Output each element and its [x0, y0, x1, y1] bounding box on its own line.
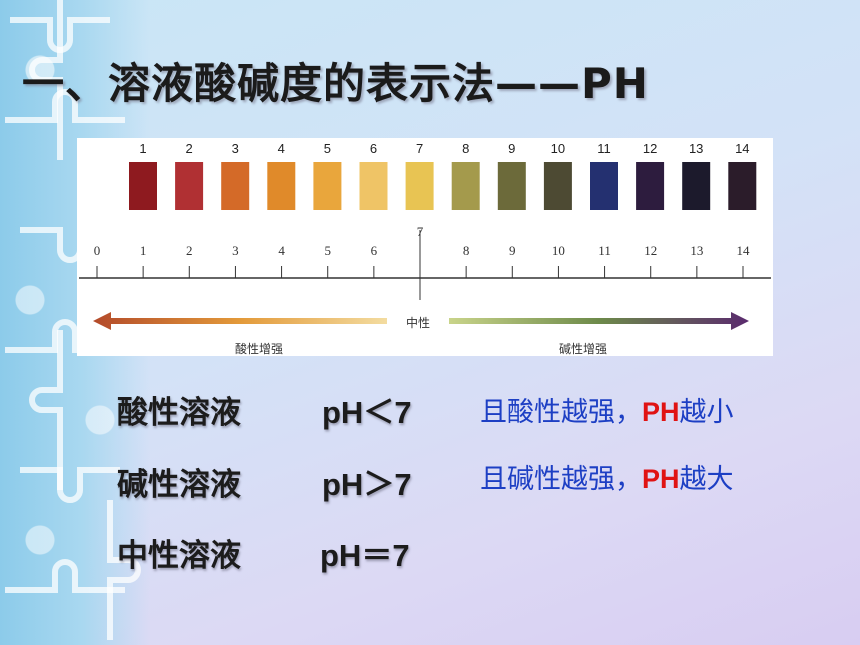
swatch-number-3: 3	[232, 141, 239, 156]
swatch-number-9: 9	[508, 141, 515, 156]
ph-swatch-13	[682, 162, 711, 210]
base-note: 且碱性越强，PH越大	[480, 457, 734, 496]
axis-label-1: 1	[140, 243, 147, 258]
acid-note-suffix: 越小	[679, 397, 734, 428]
swatch-number-14: 14	[735, 141, 749, 156]
axis-label-8: 8	[463, 243, 470, 258]
ph-swatch-9	[497, 162, 526, 210]
ph-swatch-8	[451, 162, 480, 210]
acid-label: 酸性增强	[235, 341, 283, 356]
swatch-number-4: 4	[278, 141, 285, 156]
swatch-number-11: 11	[597, 141, 611, 156]
axis-label-6: 6	[371, 243, 378, 258]
ph-swatch-14	[728, 162, 757, 210]
base-solution-label: 碱性溶液	[117, 467, 241, 503]
axis-label-14: 14	[737, 243, 751, 258]
ph-swatch-11	[590, 162, 618, 210]
swatch-number-12: 12	[643, 141, 657, 156]
ph-swatch-7	[405, 162, 434, 210]
axis-label-3: 3	[232, 243, 239, 258]
swatch-number-5: 5	[324, 141, 331, 156]
swatch-number-1: 1	[139, 141, 146, 156]
acid-note: 且酸性越强，PH越小	[480, 390, 734, 429]
neutral-solution-label: 中性溶液	[117, 538, 241, 574]
acid-note-highlight: PH	[642, 397, 680, 427]
ph-swatch-10	[543, 162, 572, 210]
axis-label-12: 12	[644, 243, 657, 258]
base-arrow	[449, 312, 749, 330]
swatch-number-13: 13	[689, 141, 703, 156]
axis-label-5: 5	[324, 243, 331, 258]
acid-solution-label: 酸性溶液	[117, 395, 241, 431]
base-note-suffix: 越大	[679, 464, 734, 495]
base-note-prefix: 且碱性越强，	[480, 464, 642, 495]
ph-swatch-2	[175, 162, 204, 210]
axis-label-0: 0	[94, 243, 101, 258]
acid-note-prefix: 且酸性越强，	[480, 397, 642, 428]
axis-label-2: 2	[186, 243, 193, 258]
swatch-number-8: 8	[462, 141, 469, 156]
ph-swatch-5	[313, 162, 342, 210]
ph-swatch-4	[267, 162, 296, 210]
acid-arrow	[93, 312, 387, 330]
ph-swatch-1	[129, 162, 157, 210]
swatch-number-2: 2	[185, 141, 192, 156]
base-label: 碱性增强	[559, 342, 607, 356]
ph-swatch-3	[221, 162, 250, 210]
base-solution-ph: pH＞7	[322, 467, 412, 502]
swatch-number-6: 6	[370, 141, 377, 156]
ph-swatch-6	[359, 162, 388, 210]
neutral-label: 中性	[406, 315, 430, 330]
axis-label-9: 9	[509, 243, 516, 258]
axis-label-4: 4	[278, 243, 285, 258]
page-title: 一、溶液酸碱度的表示法——PH	[22, 59, 649, 108]
swatch-number-10: 10	[551, 141, 565, 156]
neutral-solution-ph: pH＝7	[320, 538, 410, 573]
swatch-number-7: 7	[416, 141, 423, 156]
ph-swatch-12	[636, 162, 665, 210]
axis-label-11: 11	[598, 243, 611, 258]
base-note-highlight: PH	[642, 464, 680, 494]
axis-label-13: 13	[690, 243, 703, 258]
axis-label-10: 10	[552, 243, 565, 258]
acid-solution-ph: pH＜7	[322, 395, 412, 430]
